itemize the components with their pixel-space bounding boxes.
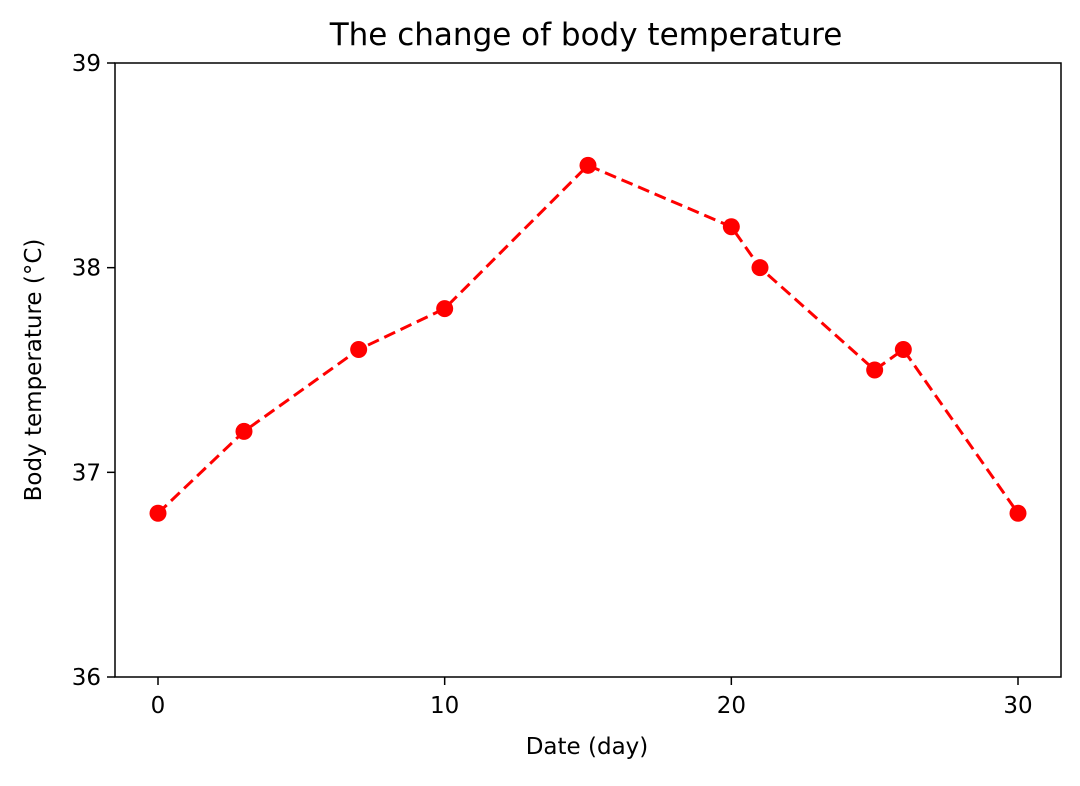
temperature-data-point xyxy=(866,361,884,379)
temperature-data-point xyxy=(149,504,167,522)
x-axis-label: Date (day) xyxy=(526,734,649,760)
temperature-data-point xyxy=(751,259,769,277)
temperature-series-line xyxy=(156,163,1020,515)
temperature-data-point xyxy=(235,422,253,440)
y-tick-label: 39 xyxy=(72,51,101,77)
y-tick-label: 38 xyxy=(72,256,101,282)
x-tick-label: 20 xyxy=(717,693,746,719)
temperature-data-point xyxy=(722,218,740,236)
x-tick-label: 0 xyxy=(151,693,166,719)
plot-area: 0 10 20 30 36 37 38 39 xyxy=(72,51,1062,719)
y-axis-label: Body temperature (°C) xyxy=(21,239,47,502)
temperature-data-point xyxy=(894,341,912,359)
x-tick-label: 10 xyxy=(430,693,459,719)
plot-frame xyxy=(114,62,1062,678)
x-tick-label: 30 xyxy=(1003,693,1032,719)
y-tick-label: 37 xyxy=(72,460,101,486)
chart-title: The change of body temperature xyxy=(329,17,843,53)
temperature-data-point xyxy=(350,341,368,359)
temperature-data-point xyxy=(436,300,454,318)
temperature-data-point xyxy=(1009,504,1027,522)
y-tick-label: 36 xyxy=(72,665,101,691)
temperature-data-point xyxy=(579,156,597,174)
